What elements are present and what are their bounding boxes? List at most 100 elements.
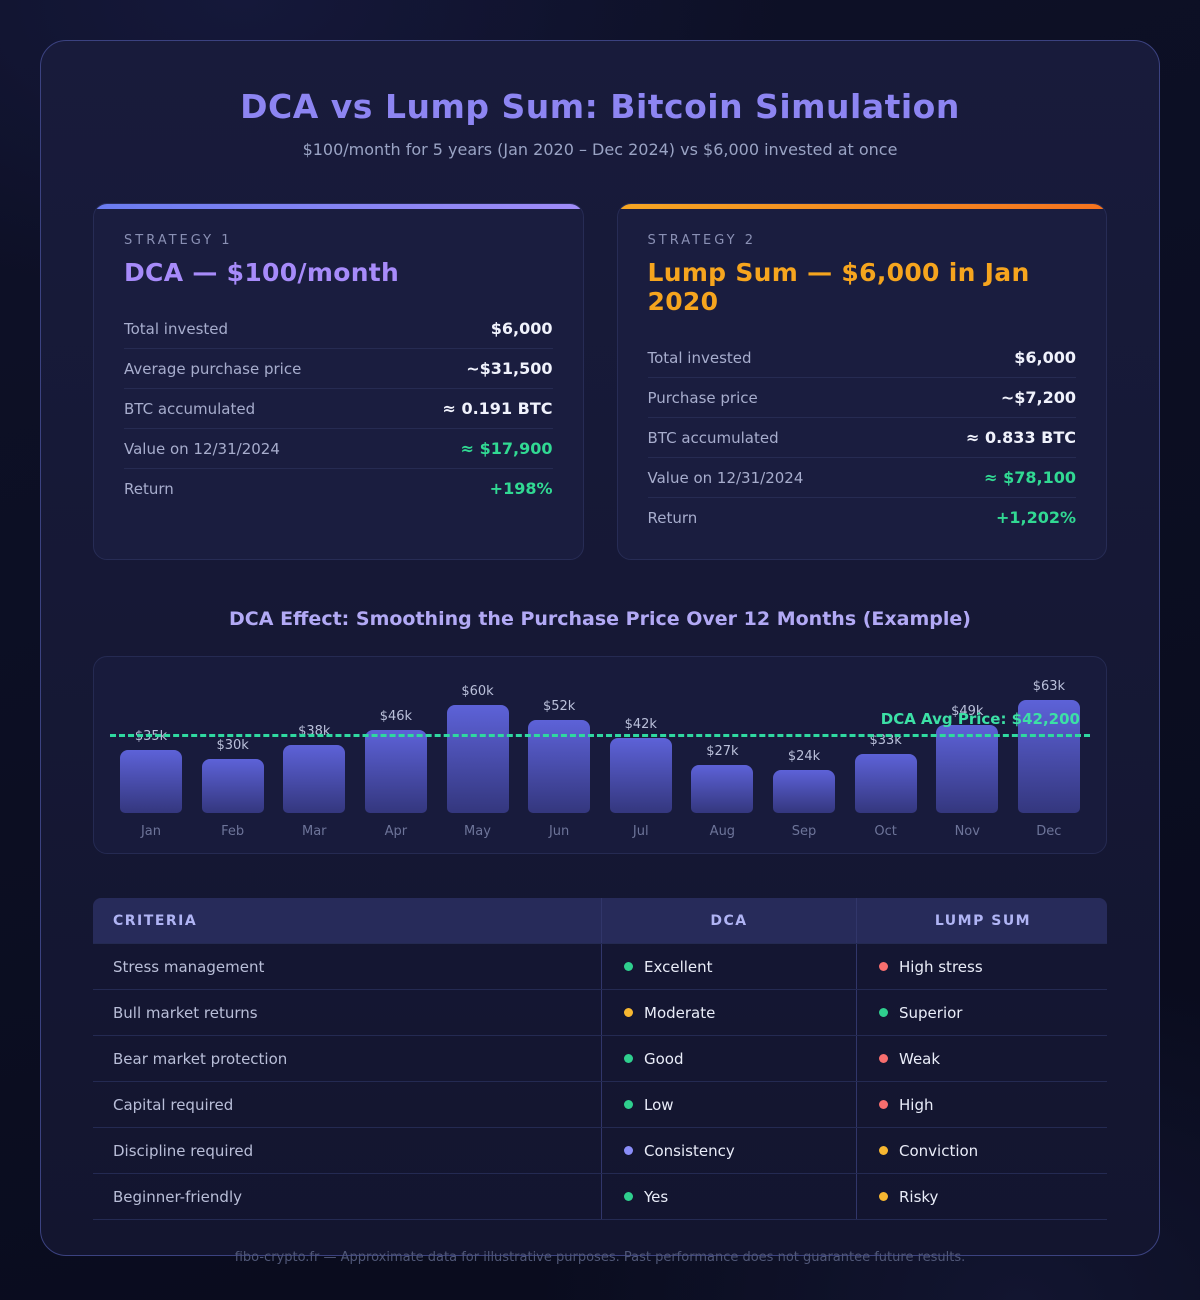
status-dot: [624, 1146, 633, 1155]
bar-column: $49k: [936, 704, 999, 813]
criteria-cell: Discipline required: [113, 1141, 254, 1160]
strategy-card-dca: STRATEGY 1 DCA — $100/month Total invest…: [93, 203, 584, 560]
stat-label: Purchase price: [647, 388, 758, 407]
cell-text: Conviction: [899, 1141, 979, 1160]
bar-value-label: $49k: [951, 704, 984, 719]
lump-sum-cell: Conviction: [856, 1128, 1107, 1173]
stat-value: ~$7,200: [1000, 388, 1076, 407]
bar: [691, 765, 754, 813]
bar-column: $30k: [201, 738, 264, 813]
bar: [854, 754, 917, 813]
bar-column: $42k: [609, 717, 672, 813]
bar-column: $38k: [283, 724, 346, 813]
bar: [446, 705, 509, 813]
stat-row: Return +1,202%: [648, 498, 1077, 537]
month-label: Aug: [709, 824, 736, 839]
lump-sum-cell: High stress: [856, 944, 1107, 989]
status-dot: [624, 1192, 633, 1201]
status-dot: [879, 1192, 888, 1201]
bar-column: $60k: [446, 684, 509, 813]
table-header: CRITERIA DCA LUMP SUM: [93, 898, 1107, 943]
month-label: Jun: [548, 824, 570, 839]
stat-label: Average purchase price: [124, 359, 302, 378]
bar-column: $52k: [528, 699, 591, 813]
footer-note: fibo-crypto.fr — Approximate data for il…: [234, 1250, 966, 1265]
bar: [364, 730, 427, 813]
bar-value-label: $60k: [461, 684, 494, 699]
stat-label: Total invested: [647, 348, 752, 367]
dca-cell: Low: [601, 1082, 856, 1127]
table-row: Stress management Excellent High stress: [93, 943, 1107, 989]
table-row: Beginner-friendly Yes Risky: [93, 1173, 1107, 1219]
cell-text: Weak: [899, 1049, 941, 1068]
stat-label: BTC accumulated: [124, 399, 256, 418]
lump-sum-cell: Superior: [856, 990, 1107, 1035]
cell-text: Yes: [644, 1187, 669, 1206]
stat-value: ≈ $78,100: [984, 468, 1076, 487]
page-title: DCA vs Lump Sum: Bitcoin Simulation: [240, 87, 960, 126]
status-dot: [879, 1146, 888, 1155]
stat-row: Total invested $6,000: [647, 338, 1076, 378]
table-header-dca: DCA: [601, 898, 856, 943]
stat-value: +198%: [489, 479, 553, 498]
bar-value-label: $27k: [706, 744, 739, 759]
bar-chart: $35k $30k $38k $46k $60k $52k $42k $27k $24k $33k…: [110, 671, 1090, 813]
cell-text: High: [899, 1095, 934, 1114]
dca-cell: Moderate: [601, 990, 856, 1035]
bar: [1017, 700, 1080, 813]
bar-column: $33k: [854, 733, 917, 813]
criteria-cell: Bull market returns: [113, 1003, 258, 1022]
cell-text: Good: [644, 1049, 684, 1068]
stat-value: ≈ 0.191 BTC: [442, 399, 553, 418]
month-label: Apr: [384, 824, 408, 839]
status-dot: [879, 1054, 888, 1063]
cell-text: Moderate: [644, 1003, 716, 1022]
dca-cell: Good: [601, 1036, 856, 1081]
bar: [936, 725, 999, 813]
table-header-lump-sum: LUMP SUM: [856, 898, 1107, 943]
month-label: Dec: [1036, 824, 1062, 839]
status-dot: [624, 1100, 633, 1109]
lump-sum-cell: High: [856, 1082, 1107, 1127]
table-row: Capital required Low High: [93, 1081, 1107, 1127]
cell-text: Excellent: [644, 957, 713, 976]
month-label: May: [464, 824, 491, 839]
dca-cell: Excellent: [601, 944, 856, 989]
stat-label: Value on 12/31/2024: [647, 468, 804, 487]
stat-value: $6,000: [1014, 348, 1076, 367]
chart-month-axis: Jan Feb Mar Apr May Jun Jul Aug Sep Oct Nov Dec: [120, 824, 1080, 839]
dca-cell: Yes: [601, 1174, 856, 1219]
strategy-title-lump-sum: Lump Sum — $6,000 in Jan 2020: [647, 258, 1030, 316]
page-subtitle: $100/month for 5 years (Jan 2020 – Dec 2…: [302, 140, 898, 159]
strategy-cards: STRATEGY 1 DCA — $100/month Total invest…: [93, 203, 1107, 560]
bar-column: $27k: [691, 744, 754, 813]
stat-value: ~$31,500: [466, 359, 553, 378]
table-row: Discipline required Consistency Convicti…: [93, 1127, 1107, 1173]
strategy-card-lump-sum: STRATEGY 2 Lump Sum — $6,000 in Jan 2020…: [616, 203, 1107, 560]
bar-value-label: $42k: [624, 717, 657, 732]
table-row: Bull market returns Moderate Superior: [93, 989, 1107, 1035]
criteria-cell: Beginner-friendly: [113, 1187, 242, 1206]
cell-text: Risky: [899, 1187, 939, 1206]
stat-label: BTC accumulated: [647, 428, 779, 447]
table-row: Bear market protection Good Weak: [93, 1035, 1107, 1081]
stat-value: ≈ 0.833 BTC: [965, 428, 1076, 447]
lump-sum-accent-strip: [617, 204, 1106, 209]
cell-text: Consistency: [644, 1141, 735, 1160]
bar-value-label: $24k: [787, 749, 821, 764]
criteria-cell: Bear market protection: [113, 1049, 288, 1068]
price-chart-panel: $35k $30k $38k $46k $60k $52k $42k $27k $24k $33k…: [93, 656, 1107, 854]
stat-label: Value on 12/31/2024: [124, 439, 280, 458]
strategy-label: STRATEGY 2: [647, 233, 757, 248]
stat-value: ≈ $17,900: [460, 439, 553, 458]
dca-accent-strip: [94, 204, 583, 209]
bar-column: $35k: [120, 729, 182, 813]
month-label: Jan: [140, 824, 162, 839]
status-dot: [624, 962, 633, 971]
stat-value: $6,000: [490, 319, 553, 338]
bar: [283, 745, 346, 813]
comparison-table: CRITERIA DCA LUMP SUM Stress management …: [93, 898, 1107, 1220]
stat-label: Return: [124, 479, 174, 498]
month-label: Mar: [301, 824, 327, 839]
bar: [120, 750, 182, 813]
